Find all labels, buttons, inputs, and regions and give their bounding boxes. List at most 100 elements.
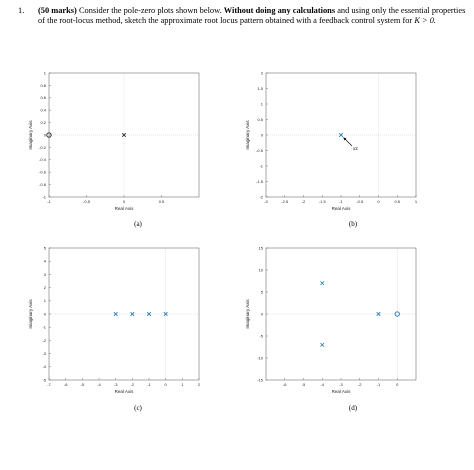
y-tick-label: -5 (42, 377, 46, 382)
x-tick-label: 0 (396, 382, 399, 387)
y-tick-label: -1.5 (256, 179, 264, 184)
x-tick-label: -2 (131, 382, 135, 387)
y-tick-label: -1 (259, 163, 263, 168)
y-tick-label: -0.2 (39, 145, 47, 150)
pole-marker (121, 132, 127, 138)
y-tick-label: -2 (259, 194, 263, 199)
y-tick-label: -5 (259, 333, 263, 338)
pole-marker (163, 311, 168, 317)
y-tick-label: -1 (42, 325, 46, 330)
y-axis-label: Imaginary Axis (28, 120, 33, 150)
arrow-head (343, 137, 347, 141)
x-tick-label: -1 (147, 382, 151, 387)
pole-marker (146, 311, 152, 317)
y-tick-label: 15 (259, 245, 264, 250)
x-tick-label: 1 (181, 382, 184, 387)
y-tick-label: -0.5 (256, 148, 264, 153)
pole-marker (130, 311, 135, 317)
x-tick-label: -2 (358, 382, 362, 387)
annotation-label: x2 (353, 146, 358, 151)
zero-marker (394, 311, 400, 317)
x-tick-label: -1 (377, 382, 381, 387)
question-number: 1. (18, 6, 25, 15)
pole-marker (320, 342, 325, 347)
x-axis-label: Real Axis (115, 389, 135, 394)
plot-c: -7 -6 -5 -4 -3 -2 -1 0 1 2 -5 -4 -3 -2 -1 0 1 2 3 4 5 Real Ax… (28, 245, 201, 412)
x-tick-label: -5 (81, 382, 85, 387)
x-tick-label: 0 (165, 382, 168, 387)
y-axis-label: Imaginary Axis (245, 299, 250, 329)
x-tick-label: 0.5 (394, 199, 400, 204)
y-tick-label: 0 (44, 132, 47, 137)
y-tick-label: -0.6 (39, 170, 47, 175)
y-tick-label: 2 (261, 70, 264, 75)
y-tick-label: 2 (44, 285, 47, 290)
y-tick-label: 1.5 (257, 86, 263, 91)
x-tick-label: 0 (123, 199, 126, 204)
x-tick-label: -1.5 (319, 199, 327, 204)
y-tick-label: -10 (257, 355, 264, 360)
question-text-2: and using only the essential properties … (38, 6, 466, 25)
x-tick-label: -3 (114, 382, 118, 387)
y-tick-label: -15 (257, 377, 264, 382)
y-tick-label: 0.5 (257, 117, 263, 122)
zero-marker (46, 132, 52, 138)
y-tick-label: 0.2 (40, 120, 46, 125)
y-tick-label: 3 (44, 272, 47, 277)
y-tick-label: -0.4 (39, 157, 47, 162)
pole-marker (338, 132, 344, 138)
pole-marker (113, 311, 118, 317)
x-axis-label: Real Axis (332, 206, 352, 211)
x-tick-label: 1 (415, 199, 418, 204)
y-tick-label: -1 (42, 194, 46, 199)
subfigure-label: (b) (349, 220, 358, 228)
y-tick-label: 1 (44, 298, 47, 303)
y-tick-label: -3 (42, 351, 46, 356)
x-tick-label: 0 (377, 199, 380, 204)
y-axis-label: Imaginary Axis (28, 299, 33, 329)
x-tick-label: -0.5 (356, 199, 364, 204)
y-tick-label: 4 (44, 259, 47, 264)
y-tick-label: -4 (42, 364, 46, 369)
x-tick-label: -2 (302, 199, 306, 204)
y-tick-label: 0.6 (40, 95, 46, 100)
y-tick-label: 1 (261, 101, 264, 106)
y-tick-label: 0.8 (40, 83, 46, 88)
question-bold-phrase: Without doing any calculations (223, 6, 336, 15)
x-tick-label: 2 (198, 382, 201, 387)
y-tick-label: 10 (259, 267, 264, 272)
question-marks: (50 marks) (38, 6, 77, 15)
x-tick-label: -4 (97, 382, 101, 387)
x-tick-label: -3 (264, 199, 268, 204)
y-axis-label: Imaginary Axis (245, 120, 250, 150)
y-tick-label: 0.4 (40, 108, 46, 113)
k-condition: K > 0. (414, 16, 437, 25)
y-tick-label: 5 (261, 289, 264, 294)
subfigure-label: (d) (349, 404, 358, 412)
subfigure-label: (c) (134, 404, 142, 412)
x-tick-label: -1 (339, 199, 343, 204)
plot-b: -3 -2.5 -2 -1.5 -1 -0.5 0 0.5 1 -2 -1.5 -1 -0.5 0 0.5 1… (245, 70, 418, 228)
subfigure-label: (a) (134, 220, 142, 228)
x-tick-label: -3 (339, 382, 343, 387)
question-body: (50 marks) Consider the pole-zero plots … (38, 6, 466, 26)
x-axis-label: Real Axis (115, 206, 135, 211)
question-text: 1. (50 marks) Consider the pole-zero plo… (18, 6, 466, 26)
x-tick-label: -2.5 (281, 199, 289, 204)
x-tick-label: -6 (283, 382, 287, 387)
x-tick-label: -6 (64, 382, 68, 387)
x-tick-label: -5 (302, 382, 306, 387)
x-tick-label: 0.5 (159, 199, 165, 204)
y-tick-label: 5 (44, 245, 47, 250)
x-axis-label: Real Axis (332, 389, 352, 394)
x-tick-label: -0.5 (83, 199, 91, 204)
y-tick-label: 1 (44, 70, 47, 75)
y-tick-label: -0.8 (39, 182, 47, 187)
y-tick-label: 0 (261, 132, 264, 137)
y-tick-label: 0 (44, 311, 47, 316)
pole-marker (320, 281, 325, 286)
x-tick-label: -1 (47, 199, 51, 204)
x-tick-label: -7 (47, 382, 51, 387)
